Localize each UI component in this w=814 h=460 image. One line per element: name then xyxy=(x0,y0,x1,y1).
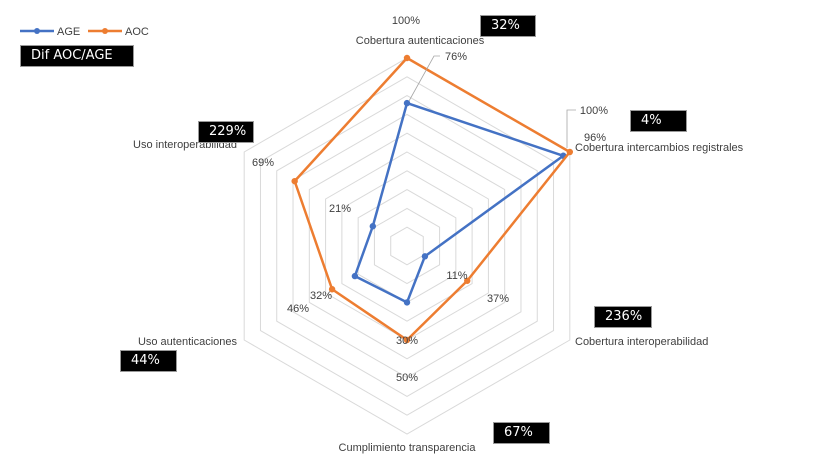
data-label-aoc: 46% xyxy=(287,303,309,315)
data-point-aoc xyxy=(464,277,471,284)
data-label-age: 30% xyxy=(396,335,418,347)
data-label-age: 96% xyxy=(584,132,606,144)
data-label-age: 11% xyxy=(446,270,467,282)
category-label: Cumplimiento transparencia xyxy=(339,442,477,454)
diff-box-uso-interoperabilidad: 229% xyxy=(198,121,254,143)
data-label-aoc: 100% xyxy=(580,105,608,117)
data-point-age xyxy=(421,253,429,260)
data-point-age xyxy=(351,272,359,280)
data-label-age: 21% xyxy=(329,203,351,215)
diff-box-cobertura-autenticaciones: 32% xyxy=(480,15,536,37)
data-label-aoc: 50% xyxy=(396,372,418,384)
grid-ring xyxy=(373,207,441,285)
legend-aoc-label: AOC xyxy=(125,26,149,38)
grid-ring xyxy=(308,132,506,360)
data-point-aoc xyxy=(291,177,298,185)
grid-ring xyxy=(325,151,489,341)
data-point-age xyxy=(403,99,411,107)
leader-line xyxy=(408,55,440,102)
category-label: Cobertura interoperabilidad xyxy=(575,336,708,348)
leader-line xyxy=(566,109,576,148)
data-point-aoc xyxy=(403,336,411,344)
data-point-aoc xyxy=(328,286,336,293)
data-label-aoc: 100% xyxy=(392,15,420,27)
grid-ring xyxy=(341,170,473,322)
data-point-aoc xyxy=(566,148,574,156)
category-label: Uso autenticaciones xyxy=(138,336,238,348)
diff-box-uso-autenticaciones: 44% xyxy=(120,350,177,372)
data-label-aoc: 37% xyxy=(487,293,509,305)
category-label: Cobertura autenticaciones xyxy=(356,35,485,47)
grid-ring xyxy=(276,95,538,397)
data-label-aoc: 69% xyxy=(252,157,274,169)
grid-ring xyxy=(390,226,424,266)
series-line-aoc xyxy=(293,56,572,342)
data-point-aoc xyxy=(403,54,411,62)
data-label-age: 76% xyxy=(445,51,467,63)
diff-box-cobertura-interoperabilidad: 236% xyxy=(594,306,652,328)
legend-age-marker xyxy=(34,28,40,34)
diff-box-cobertura-intercambios: 4% xyxy=(630,110,687,132)
category-label: Cobertura intercambios registrales xyxy=(575,142,744,154)
data-point-age xyxy=(369,223,377,230)
legend-aoc-marker xyxy=(102,28,108,34)
legend: AGE AOC xyxy=(20,26,149,38)
dif-title-box: Dif AOC/AGE xyxy=(20,45,134,67)
data-point-age xyxy=(403,299,411,306)
grid-ring xyxy=(259,76,555,416)
diff-box-cumplimiento-transparencia: 67% xyxy=(493,422,550,444)
legend-age-label: AGE xyxy=(57,26,80,38)
data-label-age: 32% xyxy=(310,290,332,302)
